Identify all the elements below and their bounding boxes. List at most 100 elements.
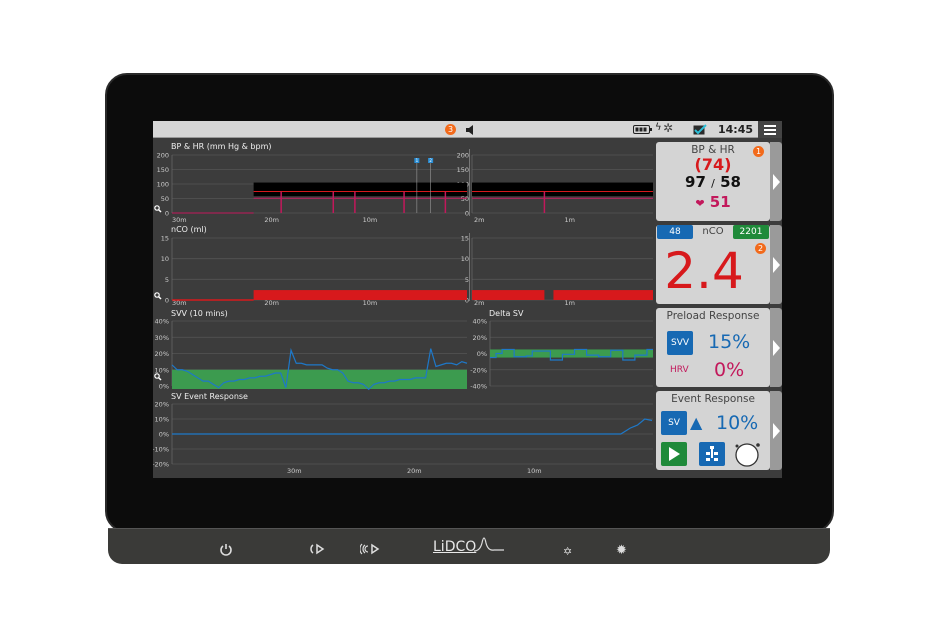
nco-bars: [553, 290, 653, 300]
speaker-icon[interactable]: [466, 125, 475, 135]
sv-event-chart-title: SV Event Response: [171, 392, 248, 401]
bp-separator: /: [711, 177, 715, 190]
zoom-icon-lens: [154, 205, 160, 211]
x-tick-label: 10m: [363, 216, 378, 224]
y-tick-label: 0: [465, 210, 469, 218]
x-tick-label: 2m: [474, 299, 484, 307]
nco-bars: [472, 290, 545, 300]
x-tick-label: 20m: [407, 467, 422, 475]
y-tick-label: -20%: [470, 366, 487, 374]
bp-band: [253, 182, 467, 197]
nco-expand-arrow[interactable]: [770, 225, 782, 304]
delta-sv-chart-title: Delta SV: [489, 309, 524, 318]
preload-response-panel[interactable]: Preload Response SVV 15% HRV 0%: [656, 308, 770, 387]
nco-bars: [253, 290, 467, 300]
y-tick-label: 40%: [473, 318, 487, 326]
increase-triangle-icon: ▲: [690, 413, 703, 432]
zoom-icon-lens: [154, 292, 160, 298]
svv-button[interactable]: SVV: [667, 331, 693, 355]
x-tick-label: 10m: [363, 299, 378, 307]
svv-line: [171, 347, 468, 391]
status-bar: 3 ϟ ✲ 14:45: [153, 121, 782, 138]
zoom-icon: [154, 205, 162, 213]
nco-left-value: 48: [657, 225, 693, 239]
map-value: (74): [694, 155, 732, 174]
monitor-screen: 3 ϟ ✲ 14:45 20015010050020015010050030m2…: [153, 121, 782, 478]
zoom-icon-handle: [158, 377, 162, 381]
silence-alarm-button-icon[interactable]: [309, 542, 325, 556]
delta-sv-line: [490, 348, 653, 361]
nco-panel[interactable]: 48 nCO 2201 2 2.4: [656, 225, 770, 304]
y-tick-label: 0%: [159, 383, 169, 391]
y-tick-label: 10%: [155, 416, 169, 424]
bp-hr-chart-title: BP & HR (mm Hg & bpm): [171, 142, 272, 151]
zoom-icon: [154, 373, 162, 381]
brightness-down-button-icon[interactable]: ✡: [563, 545, 573, 558]
y-tick-label: 10: [461, 255, 469, 263]
event-response-value: 10%: [716, 412, 759, 434]
play-icon: [669, 447, 680, 461]
event-marker: [414, 158, 420, 163]
y-tick-label: 5: [165, 276, 169, 284]
y-tick-label: 0: [165, 297, 169, 305]
clock: 14:45: [718, 123, 754, 136]
y-tick-label: 200: [457, 152, 469, 160]
y-tick-label: 0%: [477, 350, 487, 358]
event-marker-label: 1: [416, 158, 419, 163]
lidco-logo-wave: [474, 537, 504, 552]
y-tick-label: 200: [157, 152, 169, 160]
hrv-value: 0%: [714, 359, 745, 381]
menu-button[interactable]: [758, 121, 782, 138]
zoom-icon-handle: [158, 296, 162, 300]
sv-event-line: [172, 418, 653, 435]
checkbox-icon: [693, 124, 707, 135]
stopwatch-icon[interactable]: [734, 440, 762, 468]
preload-title: Preload Response: [666, 310, 760, 322]
x-tick-label: 30m: [287, 467, 302, 475]
battery-icon: [633, 125, 652, 134]
y-tick-label: 0: [165, 210, 169, 218]
y-tick-label: 30%: [155, 334, 169, 342]
bp-hr-panel[interactable]: BP & HR 1 (74) 97 / 58 ❤ 51: [656, 142, 770, 221]
charging-icon: ϟ: [655, 122, 662, 133]
zoom-icon-lens: [154, 373, 160, 379]
network-icon: ✲: [663, 121, 674, 135]
y-tick-label: 0: [465, 297, 469, 305]
event-response-panel[interactable]: Event Response SV ▲ 10%: [656, 391, 770, 470]
alarm-count-badge[interactable]: 3: [445, 124, 456, 135]
x-tick-label: 30m: [172, 299, 187, 307]
x-tick-label: 1m: [565, 299, 575, 307]
start-event-button[interactable]: [661, 442, 687, 466]
y-tick-label: 20%: [473, 334, 487, 342]
power-button-icon[interactable]: [219, 542, 233, 556]
tree-icon: [706, 446, 718, 461]
svv-value: 15%: [708, 331, 751, 353]
event-tree-button[interactable]: [699, 442, 725, 466]
nco-panel-title: nCO: [702, 226, 724, 237]
preload-expand-arrow[interactable]: [770, 308, 782, 387]
y-tick-label: 20%: [155, 401, 169, 409]
y-tick-label: 40%: [155, 318, 169, 326]
y-tick-label: 50: [161, 195, 169, 203]
y-tick-label: -40%: [470, 383, 487, 391]
y-tick-label: 50: [461, 195, 469, 203]
sv-button[interactable]: SV: [661, 411, 687, 435]
zoom-icon-handle: [158, 209, 162, 213]
systolic-value: 97: [685, 173, 706, 191]
y-tick-label: 15: [461, 235, 469, 243]
heart-rate-value: 51: [709, 193, 731, 211]
svv-target-band: [172, 369, 467, 389]
y-tick-label: 10%: [155, 366, 169, 374]
y-tick-label: -20%: [153, 461, 169, 469]
trend-charts: 20015010050020015010050030m20m10m2m1m121…: [153, 149, 653, 475]
bp-hr-expand-arrow[interactable]: [770, 142, 782, 221]
x-tick-label: 2m: [474, 216, 484, 224]
lidco-logo: LiDCO: [433, 539, 477, 555]
y-tick-label: 15: [161, 235, 169, 243]
delta-sv-target-band: [490, 349, 653, 358]
event-expand-arrow[interactable]: [770, 391, 782, 470]
y-tick-label: -10%: [153, 446, 169, 454]
hrv-label: HRV: [670, 365, 689, 375]
alarm-audio-button-icon[interactable]: [360, 542, 380, 556]
brightness-up-button-icon[interactable]: ✹: [616, 543, 627, 558]
